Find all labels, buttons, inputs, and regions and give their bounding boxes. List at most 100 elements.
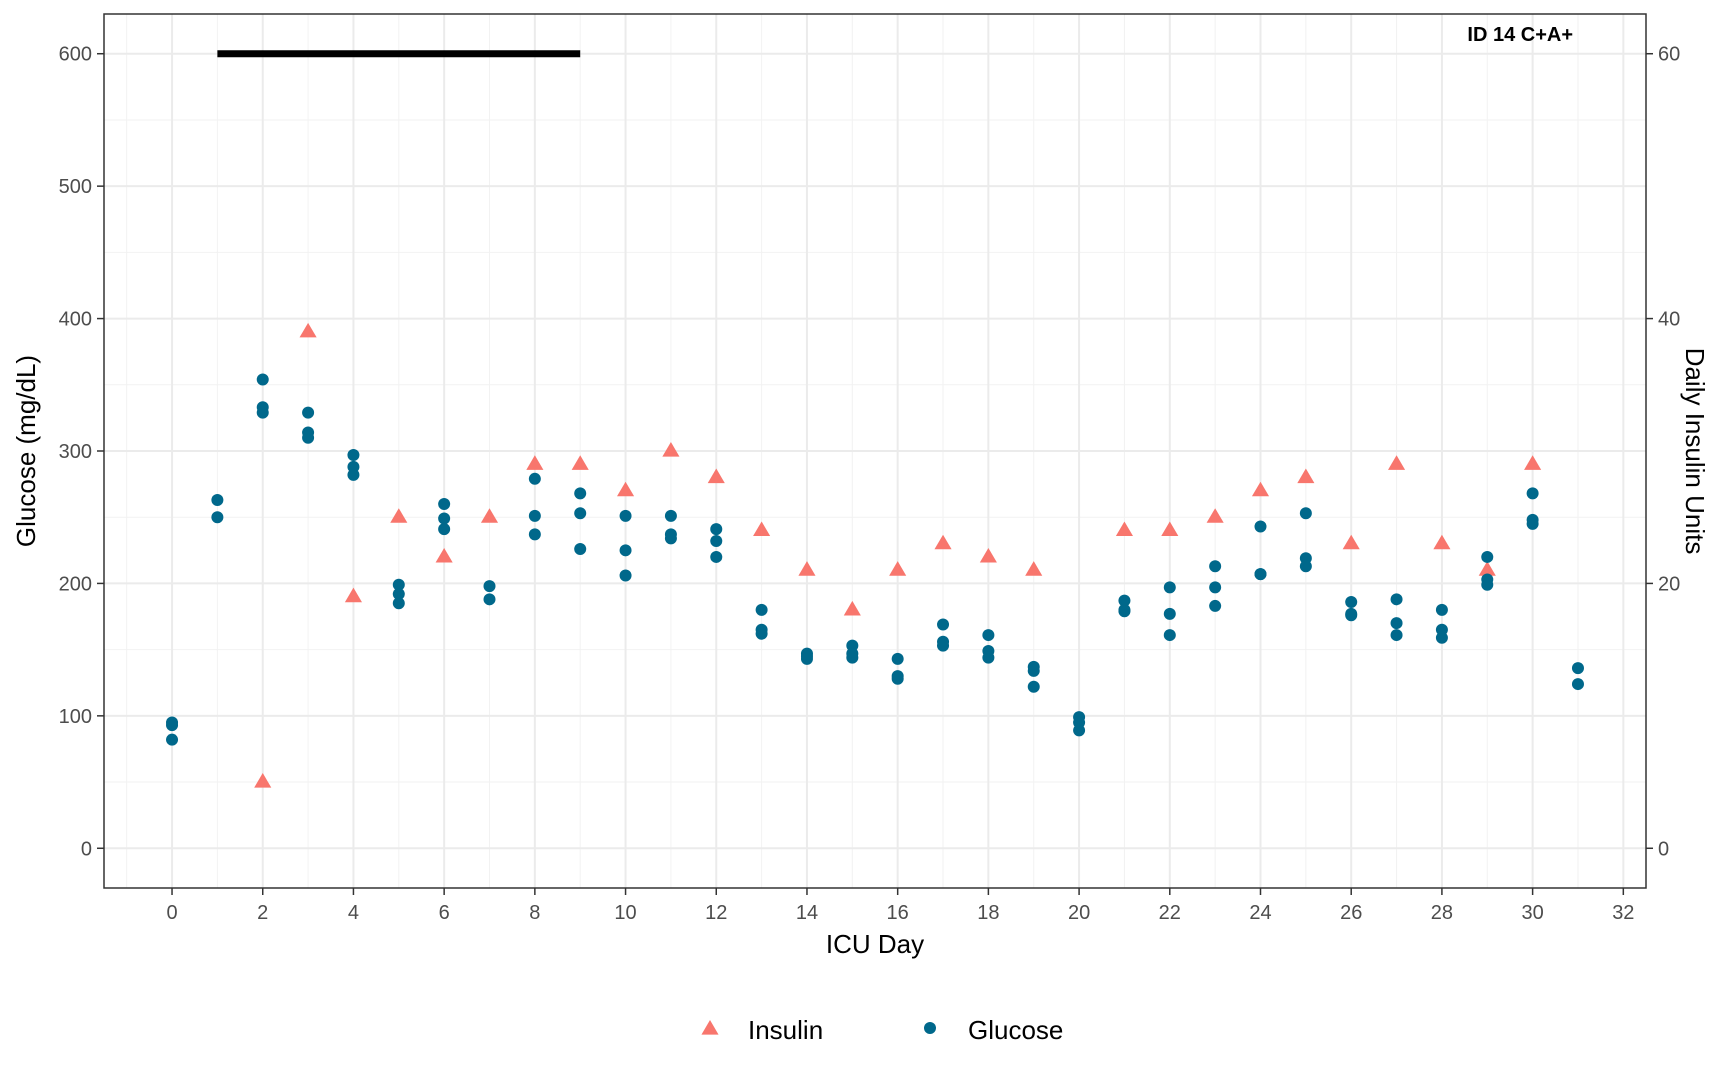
glucose-point (1163, 581, 1176, 594)
legend-glucose-key (924, 1022, 936, 1034)
x-tick-label: 26 (1340, 902, 1362, 924)
glucose-point (574, 507, 587, 520)
glucose-point (1209, 599, 1222, 612)
glucose-point (1481, 550, 1494, 563)
glucose-point (937, 639, 950, 652)
x-tick-label: 8 (529, 902, 540, 924)
glucose-point (755, 627, 768, 640)
insulin-point (1206, 508, 1224, 523)
glucose-point (1571, 678, 1584, 691)
x-tick-label: 16 (887, 902, 909, 924)
glucose-point (1435, 603, 1448, 616)
y-tick-label: 300 (59, 441, 92, 463)
insulin-series (254, 322, 1542, 788)
x-tick-label: 22 (1159, 902, 1181, 924)
x-tick-label: 2 (257, 902, 268, 924)
glucose-point (846, 651, 859, 664)
x-axis: 0 2 4 6 8 10 12 14 16 18 20 22 24 26 28 30 32 (166, 888, 1634, 924)
glucose-point (438, 497, 451, 510)
insulin-point (1025, 561, 1043, 576)
insulin-point (1115, 521, 1133, 537)
glucose-point (528, 472, 541, 485)
glucose-point (483, 580, 496, 593)
insulin-point (798, 561, 816, 576)
glucose-point (211, 493, 224, 506)
insulin-point (1342, 534, 1360, 550)
glucose-point (574, 487, 587, 500)
glucose-point (1254, 520, 1267, 533)
legend-insulin-label: Insulin (748, 1015, 823, 1045)
x-tick-label: 12 (705, 902, 727, 924)
insulin-point (435, 547, 453, 563)
glucose-point (302, 431, 315, 444)
insulin-point (979, 547, 997, 563)
insulin-point (1388, 455, 1406, 470)
glucose-point (1209, 560, 1222, 573)
glucose-point (1209, 581, 1222, 594)
glucose-point (1526, 517, 1539, 530)
x-tick-label: 6 (439, 902, 450, 924)
glucose-point (1481, 578, 1494, 591)
glucose-point (982, 629, 995, 642)
glucose-point (619, 544, 632, 557)
y-axis-left: 0 100 200 300 400 500 600 (59, 44, 104, 860)
glucose-point (755, 603, 768, 616)
insulin-point (1524, 455, 1542, 470)
major-gridlines (104, 14, 1646, 888)
glucose-point (664, 532, 677, 545)
x-tick-label: 14 (796, 902, 818, 924)
glucose-point (392, 578, 405, 591)
glucose-point (1435, 631, 1448, 644)
insulin-point (1251, 481, 1270, 497)
y-tick-label: 400 (59, 309, 92, 331)
y-tick-label: 600 (59, 44, 92, 66)
glucose-point (619, 509, 632, 522)
glucose-point (1345, 595, 1358, 608)
glucose-point (211, 511, 224, 524)
x-tick-label: 32 (1612, 902, 1634, 924)
y-tick-label: 200 (59, 573, 92, 595)
y2-tick-label: 20 (1658, 573, 1680, 595)
x-tick-label: 4 (348, 902, 359, 924)
glucose-point (1299, 560, 1312, 573)
panel-annotation: ID 14 C+A+ (1467, 24, 1573, 46)
insulin-point (617, 481, 635, 497)
glucose-point (1390, 593, 1403, 606)
glucose-point (1073, 724, 1086, 737)
glucose-point (392, 597, 405, 610)
y-axis-left-title: Glucose (mg/dL) (11, 355, 41, 547)
glucose-point (1118, 594, 1131, 607)
y2-tick-label: 0 (1658, 838, 1669, 860)
x-axis-title: ICU Day (826, 929, 924, 959)
glucose-point (483, 593, 496, 606)
insulin-point (934, 534, 952, 550)
x-tick-label: 30 (1521, 902, 1543, 924)
glucose-point (392, 588, 405, 601)
x-tick-label: 24 (1249, 902, 1271, 924)
glucose-point (438, 512, 451, 525)
glucose-point (710, 523, 723, 536)
y2-tick-label: 60 (1658, 44, 1680, 66)
glucose-point (891, 672, 904, 685)
glucose-point (528, 528, 541, 541)
glucose-point (710, 550, 723, 563)
glucose-point (1571, 662, 1584, 675)
y-axis-right: 0 20 40 60 (1646, 44, 1680, 860)
glucose-point (1027, 680, 1040, 693)
glucose-point (710, 535, 723, 548)
y2-tick-label: 40 (1658, 309, 1680, 331)
glucose-point (982, 651, 995, 664)
glucose-point (528, 509, 541, 522)
insulin-point (889, 561, 907, 576)
glucose-point (891, 652, 904, 665)
glucose-point (1254, 568, 1267, 581)
glucose-point (619, 569, 632, 582)
insulin-point (1161, 521, 1179, 537)
y-tick-label: 500 (59, 176, 92, 198)
y-tick-label: 100 (59, 706, 92, 728)
insulin-point (344, 587, 362, 603)
glucose-point (1299, 507, 1312, 520)
insulin-point (390, 508, 408, 523)
glucose-point (937, 618, 950, 631)
